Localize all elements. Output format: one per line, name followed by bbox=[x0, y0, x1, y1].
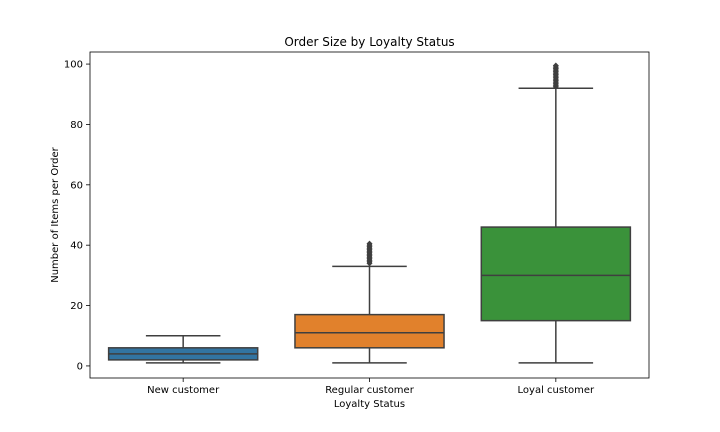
outlier-marker bbox=[552, 62, 559, 69]
chart-title: Order Size by Loyalty Status bbox=[284, 35, 454, 49]
box bbox=[294, 313, 445, 349]
y-tick-label: 40 bbox=[70, 241, 83, 252]
box-group bbox=[480, 62, 632, 364]
y-tick-label: 80 bbox=[70, 120, 83, 131]
y-axis-ticks: 0 20 40 60 80 100 bbox=[64, 60, 90, 372]
box-group bbox=[107, 334, 259, 364]
y-tick-label: 0 bbox=[77, 361, 83, 372]
x-tick-label: Regular customer bbox=[325, 385, 415, 396]
x-axis-label: Loyalty Status bbox=[334, 399, 405, 410]
box-group bbox=[294, 240, 445, 364]
y-tick-label: 60 bbox=[70, 180, 83, 191]
x-tick-label: New customer bbox=[147, 385, 220, 396]
boxes-layer bbox=[107, 62, 632, 364]
y-axis-label: Number of Items per Order bbox=[50, 146, 61, 282]
x-axis-ticks: New customer Regular customer Loyal custom… bbox=[147, 378, 595, 396]
box bbox=[480, 226, 632, 322]
x-tick-label: Loyal customer bbox=[518, 385, 595, 396]
outlier-marker bbox=[366, 240, 373, 247]
y-tick-label: 100 bbox=[64, 60, 83, 71]
y-tick-label: 20 bbox=[70, 301, 83, 312]
